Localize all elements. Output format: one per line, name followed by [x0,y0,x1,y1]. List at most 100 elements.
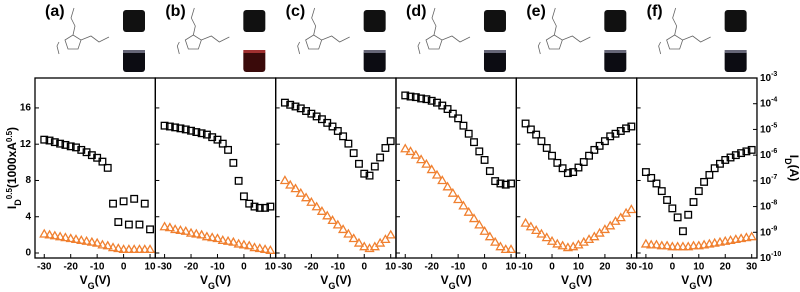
triangle-marker [431,169,443,179]
triangle-marker [426,164,437,174]
square-marker [181,125,190,134]
triangle-marker [207,232,218,242]
x-tick-label: 0 [549,262,555,273]
triangle-marker [704,238,715,248]
square-marker [218,139,227,148]
square-marker [721,156,730,164]
triangle-marker [332,219,343,229]
x-axis-label: VG(V) [200,273,231,291]
triangle-marker [646,239,657,249]
triangle-marker [353,237,365,247]
vial [363,10,386,32]
structure [297,7,350,55]
triangle-marker [244,240,255,250]
square-marker [616,127,625,135]
square-marker [72,143,80,152]
vial-rim [363,50,386,53]
y2-tick-label: 10-9 [760,226,777,238]
triangle-marker [651,239,662,249]
square-marker [239,192,248,201]
y-tick-label: 0 [25,248,31,259]
triangle-marker [55,231,66,241]
triangle-marker [254,243,265,253]
vial [363,50,386,72]
square-marker [641,168,650,177]
square-marker [668,204,677,213]
triangle-marker [400,143,411,153]
square-marker [747,145,756,154]
y2-tick-label: 10-5 [760,123,777,135]
square-marker [585,151,593,160]
triangle-marker [129,244,140,254]
triangle-marker [683,241,694,251]
x-tick-label: 10 [144,262,156,273]
square-marker [386,137,395,146]
square-marker [548,151,556,160]
chain [682,35,711,43]
triangle-marker [421,158,432,168]
triangle-marker [123,244,135,254]
square-marker [507,179,515,188]
vial [123,50,145,72]
vial [604,50,627,72]
triangle-marker [170,224,181,234]
square-marker [673,213,682,222]
side-chain [190,7,196,36]
y2-tick-label: 10-7 [760,174,777,186]
square-marker [355,159,363,168]
triangle-marker [139,244,150,254]
square-marker [234,176,243,185]
x-tick-label: -20 [63,262,78,273]
structure [658,7,711,55]
plot-frame [636,77,758,259]
square-marker [192,128,201,137]
square-marker [600,137,609,146]
label-part: V [200,273,208,287]
ring [545,34,563,50]
y-axis-label: ID0.5(1000xA0.5) [5,127,24,209]
y2-axis-label: ID(A) [783,155,800,182]
triangle-marker [474,219,485,229]
x-tick-label: 10 [505,262,517,273]
square-marker [411,93,420,102]
bracket [537,41,541,55]
x-tick-label: -10 [210,262,225,273]
triangle-marker [688,240,699,250]
triangle-marker [233,238,244,248]
x-tick-label: 0 [241,262,247,273]
square-marker [365,171,374,180]
panel-label: (b) [165,3,185,20]
triangle-marker [191,228,202,238]
y-tick-label: 8 [25,175,31,186]
triangle-marker [175,225,186,234]
square-marker [417,94,426,103]
triangle-marker [228,236,239,246]
square-marker [255,203,264,212]
triangle-marker [322,210,333,220]
square-marker [124,220,133,229]
square-marker [197,129,206,138]
side-chain [431,7,437,36]
label-part: I [787,155,800,158]
triangle-marker [385,229,396,239]
x-tick-label: -10 [90,262,105,273]
square-marker [339,132,348,141]
x-tick-label: -20 [424,262,439,273]
square-marker [553,158,562,167]
square-marker [250,202,259,211]
structure [56,7,110,55]
triangle-marker [107,242,119,252]
triangle-marker [735,233,747,243]
panel-label: (a) [45,3,65,20]
x-tick-label: -10 [639,262,654,273]
square-marker [87,151,96,160]
label-part: 0.5 [5,188,14,200]
triangle-marker [44,229,55,239]
triangle-marker [557,240,568,250]
x-tick-label: 0 [670,262,676,273]
label-part: G [689,281,696,291]
triangle-marker [238,239,250,249]
square-marker [165,122,174,131]
ring [64,34,82,50]
label-part: (V) [576,273,592,287]
